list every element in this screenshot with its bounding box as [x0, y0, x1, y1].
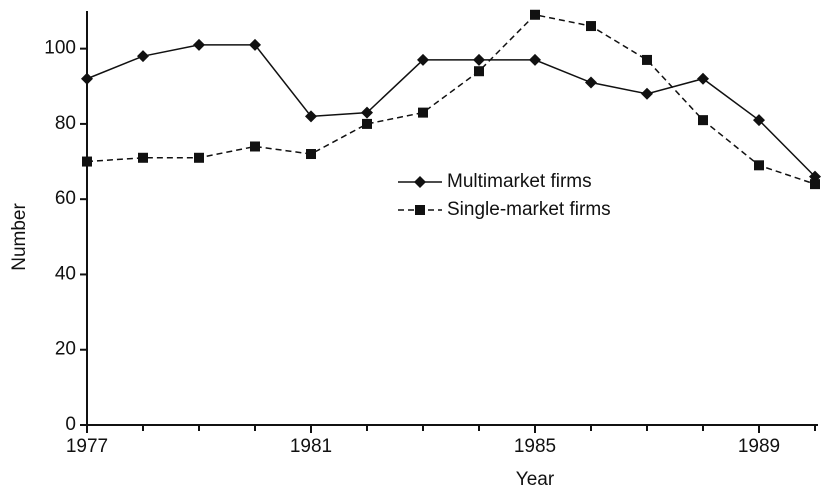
series-line: [86, 13, 816, 185]
y-tick-label: 100: [44, 38, 76, 59]
x-tick-label: 1989: [738, 436, 780, 457]
series-line: [86, 44, 816, 178]
square-marker: [754, 160, 764, 171]
diamond-marker: [193, 38, 205, 51]
y-tick-label: 60: [55, 188, 76, 209]
square-marker: [306, 149, 316, 160]
y-tick-label: 80: [55, 113, 76, 134]
square-marker: [194, 152, 204, 163]
diamond-marker: [641, 87, 653, 100]
square-marker: [362, 118, 372, 129]
square-marker: [530, 9, 540, 20]
diamond-marker: [137, 50, 149, 63]
y-tick-label: 40: [55, 263, 76, 284]
square-marker: [642, 54, 652, 65]
legend-label: Multimarket firms: [447, 171, 592, 192]
square-marker: [418, 107, 428, 118]
diamond-marker: [697, 72, 709, 85]
x-tick-label: 1981: [290, 436, 332, 457]
legend-marker: [415, 205, 425, 215]
y-axis-label: Number: [9, 203, 30, 271]
x-tick-label: 1977: [66, 436, 108, 457]
y-tick-label: 20: [55, 339, 76, 360]
square-marker: [810, 179, 820, 190]
diamond-marker: [81, 72, 93, 85]
x-tick-label: 1985: [514, 436, 556, 457]
legend-marker: [414, 176, 426, 188]
diamond-marker: [249, 38, 261, 51]
diamond-marker: [473, 53, 485, 66]
diamond-marker: [361, 106, 373, 119]
y-tick-label: 0: [65, 414, 76, 435]
square-marker: [138, 152, 148, 163]
square-marker: [82, 156, 92, 167]
diamond-marker: [753, 114, 765, 127]
diamond-marker: [305, 110, 317, 123]
square-marker: [586, 21, 596, 32]
diamond-marker: [585, 76, 597, 89]
legend-label: Single-market firms: [447, 199, 611, 220]
x-axis-label: Year: [516, 469, 555, 490]
square-marker: [474, 66, 484, 77]
diamond-marker: [529, 53, 541, 66]
square-marker: [250, 141, 260, 152]
square-marker: [698, 115, 708, 126]
diamond-marker: [417, 53, 429, 66]
